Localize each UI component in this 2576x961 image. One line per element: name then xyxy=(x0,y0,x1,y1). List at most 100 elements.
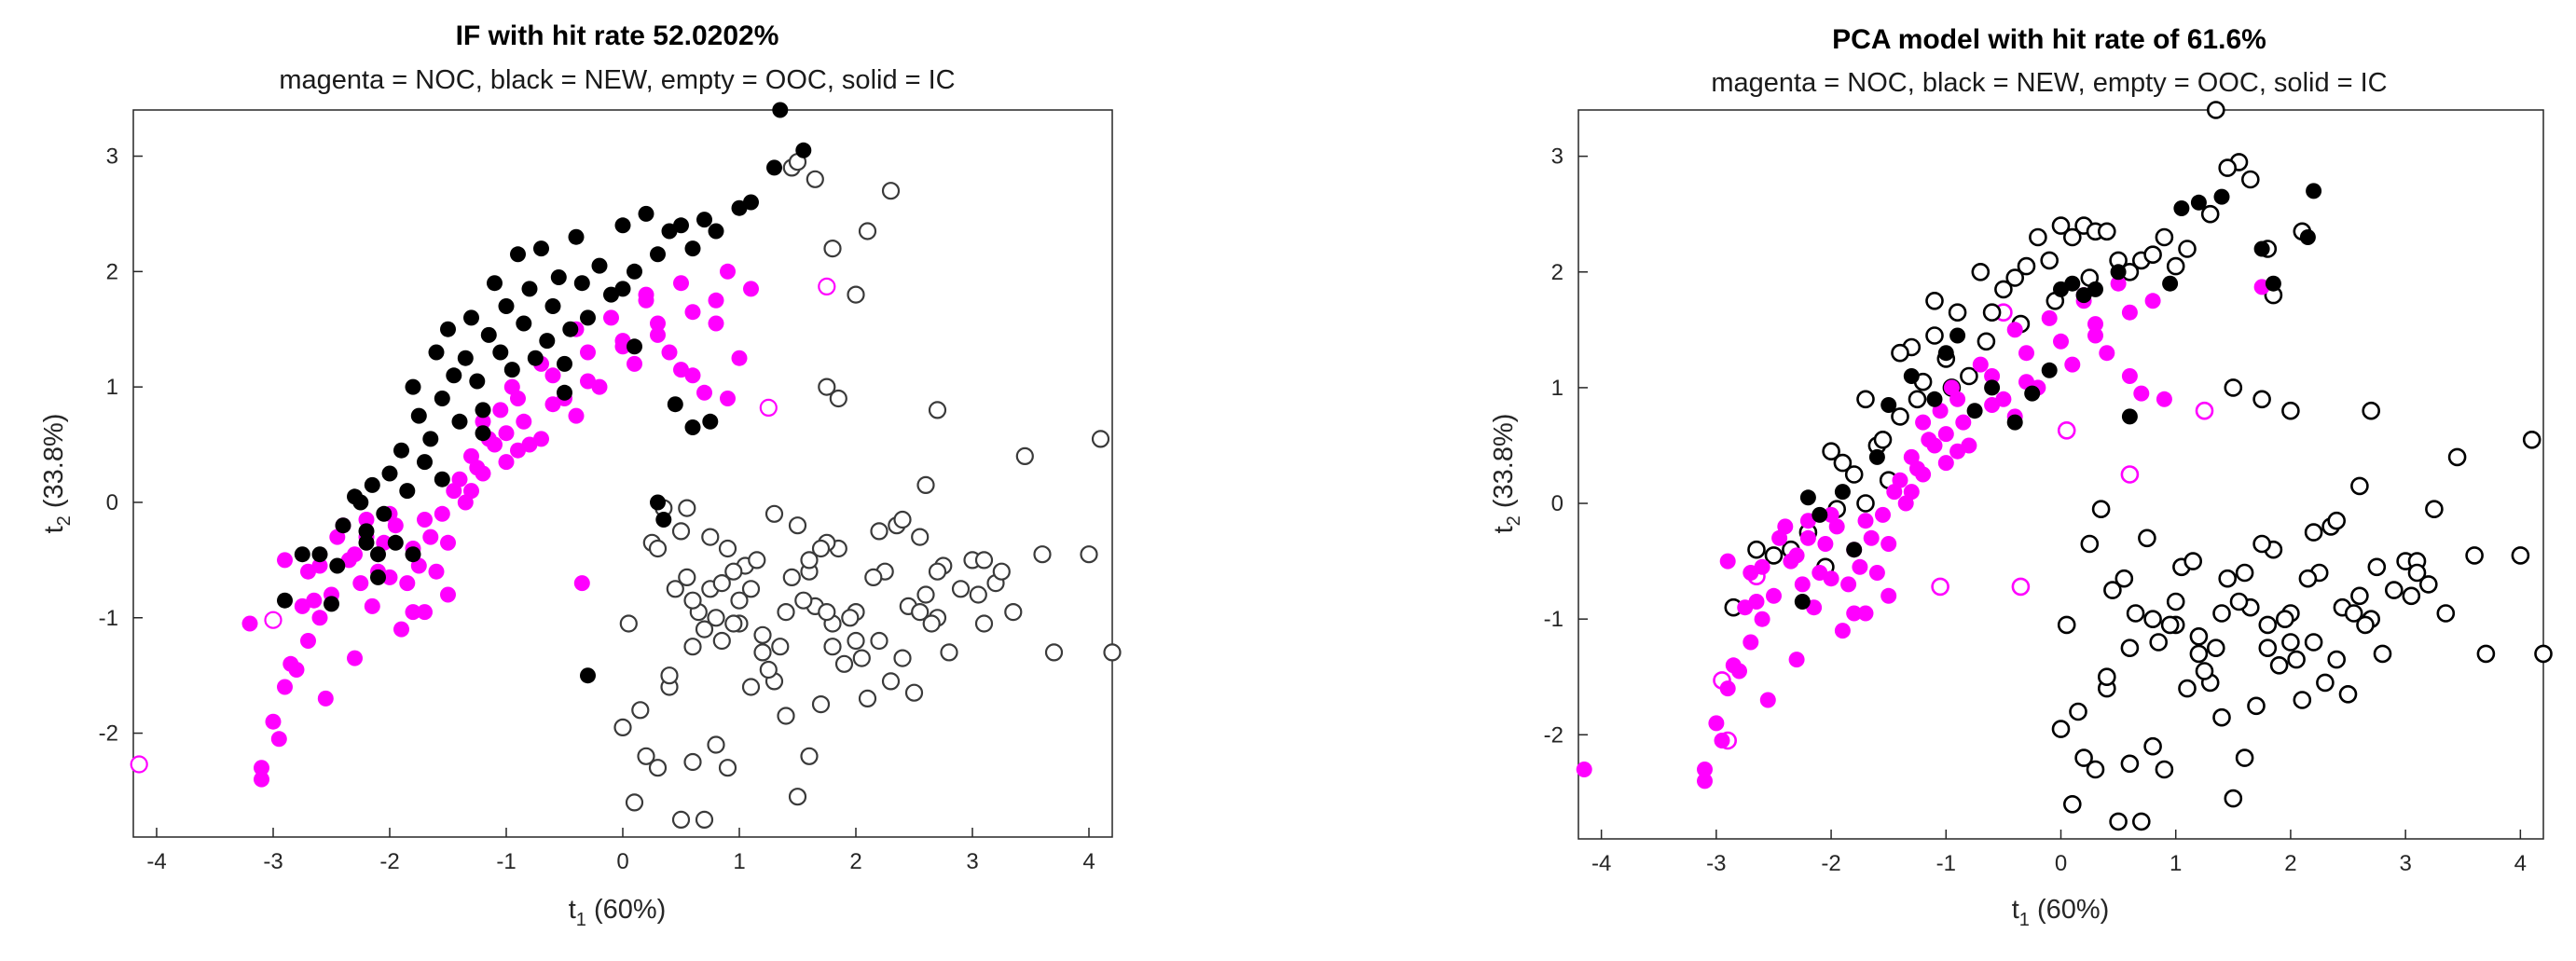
noc-ic-point xyxy=(1743,634,1759,651)
new-ooc-point xyxy=(2402,586,2421,606)
noc-ic-point xyxy=(1777,518,1794,535)
new-ooc-point xyxy=(2029,227,2047,247)
new-ooc-point xyxy=(753,625,772,644)
new-ic-point xyxy=(650,246,666,263)
new-ooc-point xyxy=(2143,736,2162,756)
new-ooc-point xyxy=(1856,390,1875,409)
new-ic-point xyxy=(329,557,346,574)
new-ooc-point xyxy=(800,747,819,765)
new-ooc-point xyxy=(2252,390,2271,409)
new-ic-point xyxy=(580,309,596,326)
new-ic-point xyxy=(417,454,433,471)
new-ooc-point xyxy=(718,759,737,777)
noc-ic-point xyxy=(1846,605,1863,622)
new-ooc-point xyxy=(1960,366,1978,386)
new-ic-point xyxy=(1880,397,1897,413)
new-ooc-point xyxy=(2522,430,2542,449)
new-ooc-point xyxy=(881,672,901,691)
new-ic-point xyxy=(573,275,590,292)
noc-ic-point xyxy=(627,355,642,372)
new-ooc-point xyxy=(834,654,854,673)
noc-ic-point xyxy=(1926,437,1943,454)
new-ic-point xyxy=(376,505,393,522)
new-ooc-point xyxy=(1925,326,1944,345)
noc-ic-point xyxy=(2121,368,2138,384)
noc-ic-point xyxy=(352,575,369,592)
chart-title: IF with hit rate 52.0202% xyxy=(456,21,779,51)
x-tick-label: -3 xyxy=(1706,851,1726,876)
new-ic-point xyxy=(463,309,479,326)
new-ooc-point xyxy=(1764,546,1784,565)
noc-ic-point xyxy=(393,621,409,638)
x-tick-label: 2 xyxy=(2284,851,2296,876)
new-ooc-point xyxy=(2051,216,2071,235)
x-tick-label: 0 xyxy=(616,849,628,874)
new-ooc-point xyxy=(881,182,901,200)
new-ooc-point xyxy=(893,649,912,667)
new-ooc-point xyxy=(2155,227,2174,247)
new-ooc-point xyxy=(847,285,865,304)
noc-ic-point xyxy=(358,512,375,528)
new-ooc-point xyxy=(683,591,702,610)
new-ooc-point xyxy=(800,551,819,570)
new-ooc-point xyxy=(2385,581,2404,599)
noc-ic-point xyxy=(573,575,590,592)
new-ooc-point xyxy=(625,793,644,812)
noc-ic-point xyxy=(1799,529,1816,546)
new-ooc-point xyxy=(678,499,696,517)
new-ic-point xyxy=(2006,414,2023,431)
noc-ic-point xyxy=(1719,553,1736,570)
y-tick-label: -1 xyxy=(99,606,118,631)
noc-ic-point xyxy=(1857,513,1874,529)
noc-ic-point xyxy=(311,557,328,574)
new-ooc-point xyxy=(695,620,714,638)
chart-panel-if: IF with hit rate 52.0202% magenta = NOC,… xyxy=(39,21,1122,930)
new-ooc-point xyxy=(841,609,860,627)
chart-subtitle: magenta = NOC, black = NEW, empty = OOC,… xyxy=(1711,68,2387,98)
noc-ooc-point xyxy=(1931,577,1949,597)
new-ooc-point xyxy=(870,631,889,651)
new-ooc-point xyxy=(718,539,737,558)
new-ic-point xyxy=(294,546,310,563)
new-ooc-point xyxy=(730,591,749,610)
new-ic-point xyxy=(521,281,538,297)
noc-ic-point xyxy=(265,713,282,730)
noc-ic-point xyxy=(1903,484,1920,501)
new-ooc-point xyxy=(683,752,702,772)
noc-ic-point xyxy=(731,350,748,366)
new-ooc-point xyxy=(683,638,702,656)
new-ooc-point xyxy=(2327,511,2346,530)
x-tick-label: -3 xyxy=(263,849,282,874)
noc-ic-point xyxy=(1828,518,1845,535)
new-ooc-point xyxy=(2247,696,2266,716)
new-ooc-point xyxy=(1971,262,1991,281)
noc-ic-point xyxy=(1576,762,1592,777)
axis-ticks: -4 -3 -2 -1 0 1 2 3 4 -2 -1 0 1 2 3 xyxy=(1544,144,2527,876)
new-ooc-point xyxy=(2143,610,2162,629)
noc-ic-point xyxy=(533,431,549,447)
new-ooc-point xyxy=(724,614,743,633)
new-ic-point xyxy=(1868,448,1885,465)
noc-ic-point xyxy=(1788,652,1805,668)
y-tick-label: -1 xyxy=(1544,607,1564,632)
new-ic-point xyxy=(324,596,339,612)
new-ooc-point xyxy=(2017,256,2036,276)
new-ooc-point xyxy=(916,585,935,604)
new-ooc-point xyxy=(928,401,947,419)
noc-ic-point xyxy=(417,604,433,621)
y-tick-label: 1 xyxy=(106,375,118,400)
new-ooc-point xyxy=(2476,644,2496,664)
noc-ic-point xyxy=(2087,327,2103,344)
new-ic-point xyxy=(2041,362,2058,378)
new-ic-point xyxy=(1834,484,1851,501)
new-ooc-point xyxy=(2276,610,2294,629)
noc-ic-point xyxy=(451,471,468,487)
new-ic-point xyxy=(795,142,812,158)
noc-ic-point xyxy=(1714,733,1730,748)
new-ic-point xyxy=(614,281,631,297)
new-ooc-point xyxy=(2080,534,2100,554)
new-ooc-point xyxy=(2373,644,2392,664)
chart-panel-pca: PCA model with hit rate of 61.6% magenta… xyxy=(1489,24,2553,930)
new-ic-point xyxy=(702,413,719,430)
new-ooc-point xyxy=(1856,494,1875,513)
